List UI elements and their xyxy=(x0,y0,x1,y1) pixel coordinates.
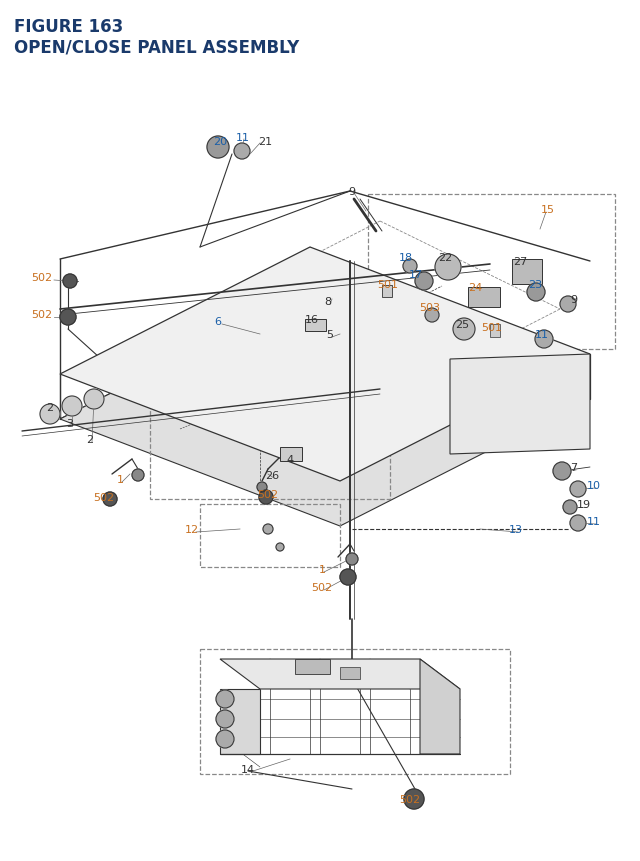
Polygon shape xyxy=(305,319,326,331)
Circle shape xyxy=(570,481,586,498)
Circle shape xyxy=(453,319,475,341)
Text: 2: 2 xyxy=(86,435,93,444)
Polygon shape xyxy=(512,260,542,285)
Circle shape xyxy=(132,469,144,481)
Circle shape xyxy=(216,710,234,728)
Text: 2: 2 xyxy=(47,403,54,412)
Polygon shape xyxy=(420,660,460,754)
Text: 11: 11 xyxy=(587,517,601,526)
Text: 7: 7 xyxy=(570,462,577,473)
Circle shape xyxy=(103,492,117,506)
Circle shape xyxy=(234,144,250,160)
Text: 26: 26 xyxy=(265,470,279,480)
Circle shape xyxy=(435,255,461,281)
Text: 13: 13 xyxy=(509,524,523,535)
Text: 15: 15 xyxy=(541,205,555,214)
Text: 1: 1 xyxy=(319,564,326,574)
Polygon shape xyxy=(490,325,500,338)
Polygon shape xyxy=(340,667,360,679)
Circle shape xyxy=(40,405,60,424)
Circle shape xyxy=(553,462,571,480)
Circle shape xyxy=(63,275,77,288)
Text: 18: 18 xyxy=(399,253,413,263)
Text: 1: 1 xyxy=(116,474,124,485)
Text: 19: 19 xyxy=(577,499,591,510)
Circle shape xyxy=(263,524,273,535)
Circle shape xyxy=(570,516,586,531)
Text: 12: 12 xyxy=(185,524,199,535)
Circle shape xyxy=(340,569,356,585)
Text: 24: 24 xyxy=(468,282,482,293)
Circle shape xyxy=(216,691,234,709)
Text: 11: 11 xyxy=(236,133,250,143)
Text: 23: 23 xyxy=(528,280,542,289)
Text: 9: 9 xyxy=(348,187,356,197)
Circle shape xyxy=(276,543,284,551)
Text: 8: 8 xyxy=(324,297,332,307)
Polygon shape xyxy=(280,448,302,461)
Text: 21: 21 xyxy=(258,137,272,147)
Text: 501: 501 xyxy=(481,323,502,332)
Text: 502: 502 xyxy=(312,582,333,592)
Text: 9: 9 xyxy=(570,294,577,305)
Polygon shape xyxy=(295,660,330,674)
Circle shape xyxy=(62,397,82,417)
Circle shape xyxy=(535,331,553,349)
Text: 27: 27 xyxy=(513,257,527,267)
Text: 22: 22 xyxy=(438,253,452,263)
Circle shape xyxy=(257,482,267,492)
Polygon shape xyxy=(60,248,590,481)
Circle shape xyxy=(216,730,234,748)
Text: 501: 501 xyxy=(378,280,399,289)
Text: 503: 503 xyxy=(419,303,440,313)
Text: 5: 5 xyxy=(326,330,333,339)
Circle shape xyxy=(207,137,229,158)
Text: 17: 17 xyxy=(409,269,423,280)
Text: 502: 502 xyxy=(93,492,115,503)
Circle shape xyxy=(425,308,439,323)
Text: 10: 10 xyxy=(587,480,601,491)
Polygon shape xyxy=(220,660,460,689)
Text: 11: 11 xyxy=(535,330,549,339)
Circle shape xyxy=(404,789,424,809)
Text: 25: 25 xyxy=(455,319,469,330)
Circle shape xyxy=(560,297,576,313)
Polygon shape xyxy=(450,355,590,455)
Text: 502: 502 xyxy=(31,273,52,282)
Polygon shape xyxy=(60,293,590,526)
Text: 502: 502 xyxy=(399,794,420,804)
Text: 20: 20 xyxy=(213,137,227,147)
Text: FIGURE 163: FIGURE 163 xyxy=(14,18,124,36)
Text: 16: 16 xyxy=(305,314,319,325)
Circle shape xyxy=(403,260,417,274)
Circle shape xyxy=(415,273,433,291)
Text: 6: 6 xyxy=(214,317,221,326)
Text: 502: 502 xyxy=(31,310,52,319)
Text: 14: 14 xyxy=(241,764,255,774)
Circle shape xyxy=(563,500,577,514)
Text: 3: 3 xyxy=(67,418,74,429)
Circle shape xyxy=(259,491,273,505)
Circle shape xyxy=(346,554,358,566)
Circle shape xyxy=(60,310,76,325)
Circle shape xyxy=(527,283,545,301)
Polygon shape xyxy=(468,288,500,307)
Text: 4: 4 xyxy=(287,455,294,464)
Text: OPEN/CLOSE PANEL ASSEMBLY: OPEN/CLOSE PANEL ASSEMBLY xyxy=(14,38,300,56)
Circle shape xyxy=(84,389,104,410)
Polygon shape xyxy=(220,689,260,754)
Polygon shape xyxy=(382,286,392,298)
Text: 502: 502 xyxy=(257,489,278,499)
